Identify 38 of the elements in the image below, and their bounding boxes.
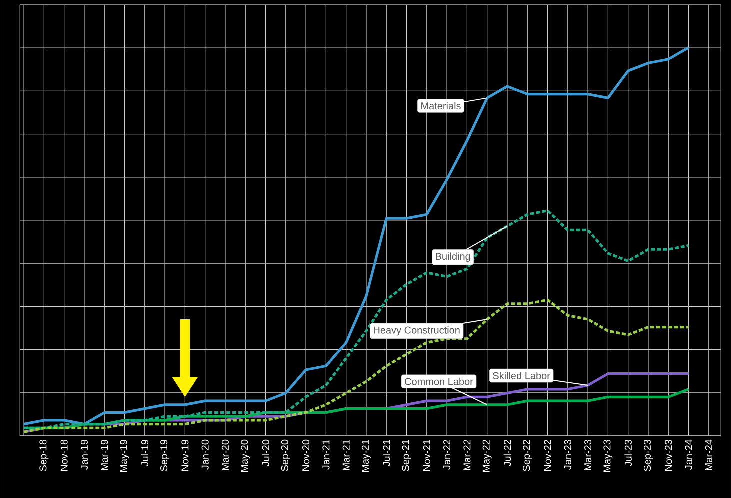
x-tick-label: May-22 <box>482 440 492 472</box>
series-label: Common Labor <box>405 378 474 386</box>
x-tick-label: Mar-21 <box>342 440 350 470</box>
x-tick-label: Mar-24 <box>705 440 712 470</box>
x-tick-label: Nov-18 <box>60 440 68 471</box>
x-tick-label: Jul-22 <box>504 440 512 467</box>
x-tick-label: Nov-21 <box>423 440 430 471</box>
x-tick-label: Sep-22 <box>523 440 532 472</box>
x-tick-label: Nov-20 <box>302 440 310 471</box>
x-tick-label: Jan-23 <box>564 440 572 470</box>
x-tick-label: May-21 <box>362 440 371 472</box>
x-tick-label: Jul-23 <box>624 440 632 467</box>
x-tick-label: Jan-22 <box>444 440 451 470</box>
x-tick-label: Sep-23 <box>644 440 654 472</box>
x-tick-label: May-20 <box>241 440 250 472</box>
series-label: Building <box>436 252 470 262</box>
series-label: Skilled Labor <box>493 372 550 380</box>
x-tick-label: Jan-20 <box>202 440 209 470</box>
series-label: Materials <box>422 102 461 110</box>
x-tick-label: Jan-21 <box>322 440 330 470</box>
x-tick-label: May-19 <box>120 440 130 472</box>
x-tick-label: Nov-23 <box>665 440 672 471</box>
x-tick-label: Jul-19 <box>141 440 149 467</box>
x-tick-label: Mar-23 <box>584 440 592 470</box>
x-tick-label: Jul-20 <box>262 440 270 467</box>
x-tick-label: Mar-20 <box>222 440 230 470</box>
x-tick-label: Mar-19 <box>101 440 108 470</box>
x-tick-label: Sep-20 <box>281 440 290 472</box>
x-tick-label: May-23 <box>604 440 613 472</box>
x-tick-label: Jul-21 <box>382 440 390 467</box>
x-tick-label: Nov-19 <box>182 440 189 471</box>
x-tick-label: Sep-18 <box>40 440 49 472</box>
x-tick-label: Jan-19 <box>80 440 88 470</box>
x-tick-label: Jan-24 <box>685 440 692 470</box>
x-tick-label: Sep-21 <box>402 440 412 472</box>
x-tick-label: Sep-19 <box>160 440 170 472</box>
x-tick-label: Nov-22 <box>544 440 552 471</box>
x-tick-label: Mar-22 <box>464 440 471 470</box>
